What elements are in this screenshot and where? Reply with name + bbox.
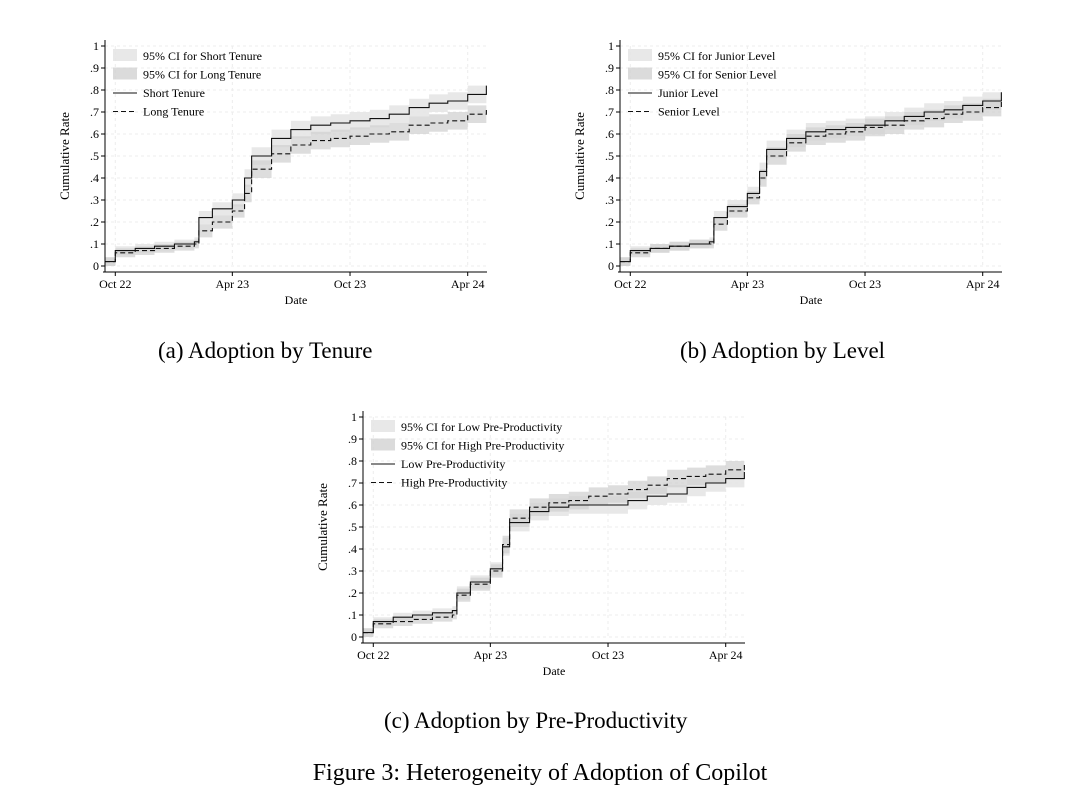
s1-line xyxy=(363,463,745,634)
y-tick-label: .6 xyxy=(348,498,357,512)
legend-label: 95% CI for Senior Level xyxy=(658,68,777,82)
y-tick-label: .7 xyxy=(348,476,357,490)
y-tick-label: .5 xyxy=(348,520,357,534)
chart-panel-preproductivity: 0 .1 .2 .3 .4 .5 .6 .7 .8 .9 1 Oct 22 Apr 23 Oct 23 Ap… xyxy=(313,401,753,691)
legend-swatch-ci-0 xyxy=(113,49,137,61)
x-axis-title: Date xyxy=(543,664,566,678)
y-tick-label: .8 xyxy=(348,454,357,468)
y-tick-label: .7 xyxy=(90,105,99,119)
x-tick-label: Oct 22 xyxy=(357,648,389,662)
legend-label: Short Tenure xyxy=(143,86,205,100)
x-tick-label: Oct 23 xyxy=(334,277,366,291)
y-tick-label: .2 xyxy=(605,215,614,229)
x-tick-label: Apr 24 xyxy=(966,277,1000,291)
x-tick-label: Oct 22 xyxy=(99,277,131,291)
x-tick-label: Apr 23 xyxy=(730,277,764,291)
y-tick-label: .8 xyxy=(90,83,99,97)
x-axis-title: Date xyxy=(285,293,308,307)
y-tick-label: .4 xyxy=(90,171,99,185)
chart-panel-level: 0 .1 .2 .3 .4 .5 .6 .7 .8 .9 1 Oct 22 Apr 23 Oct 23 Ap… xyxy=(570,30,1010,320)
x-tick-label: Apr 24 xyxy=(451,277,485,291)
y-tick-label: 1 xyxy=(93,39,99,53)
s1-ci-band xyxy=(620,92,1002,266)
y-axis-title: Cumulative Rate xyxy=(572,112,587,200)
s1-ci-band xyxy=(105,98,487,266)
s0-line xyxy=(105,85,487,263)
preproductivity-chart-svg: 0 .1 .2 .3 .4 .5 .6 .7 .8 .9 1 Oct 22 Apr 23 Oct 23 Ap… xyxy=(315,410,745,678)
legend-label: 95% CI for Low Pre-Productivity xyxy=(401,420,562,434)
caption-tenure: (a) Adoption by Tenure xyxy=(158,338,373,363)
legend-swatch-ci-0 xyxy=(628,49,652,61)
x-tick-label: Apr 23 xyxy=(473,648,507,662)
legend-label: Low Pre-Productivity xyxy=(401,457,505,471)
y-tick-label: .1 xyxy=(90,237,99,251)
legend-label: Junior Level xyxy=(658,86,719,100)
y-tick-label: .9 xyxy=(90,61,99,75)
legend-label: Senior Level xyxy=(658,105,720,119)
y-tick-label: .5 xyxy=(605,149,614,163)
s1-line xyxy=(105,107,487,263)
y-tick-label: 0 xyxy=(351,630,357,644)
y-tick-label: 0 xyxy=(608,259,614,273)
y-tick-label: .9 xyxy=(348,432,357,446)
legend-swatch-ci-1 xyxy=(113,67,137,80)
x-axis-title: Date xyxy=(800,293,823,307)
y-tick-label: .9 xyxy=(605,61,614,75)
legend-swatch-ci-1 xyxy=(371,438,395,451)
legend-label: 95% CI for Short Tenure xyxy=(143,49,262,63)
figure-caption: Figure 3: Heterogeneity of Adoption of C… xyxy=(312,760,768,786)
y-tick-label: .1 xyxy=(348,608,357,622)
legend-label: Long Tenure xyxy=(143,105,204,119)
legend-swatch-ci-0 xyxy=(371,420,395,432)
caption-level: (b) Adoption by Level xyxy=(680,338,886,363)
y-tick-label: .3 xyxy=(348,564,357,578)
tenure-chart-svg: 0 .1 .2 .3 .4 .5 .6 .7 .8 .9 1 Oct 22 Apr 23 Oct 23 Ap… xyxy=(57,39,487,307)
y-axis-title: Cumulative Rate xyxy=(315,483,330,571)
y-tick-label: .3 xyxy=(605,193,614,207)
legend-label: 95% CI for High Pre-Productivity xyxy=(401,439,564,453)
y-axis-title: Cumulative Rate xyxy=(57,112,72,200)
x-tick-label: Apr 24 xyxy=(709,648,743,662)
s0-ci-band xyxy=(105,76,487,266)
y-tick-label: .1 xyxy=(605,237,614,251)
x-tick-label: Apr 23 xyxy=(215,277,249,291)
level-chart-svg: 0 .1 .2 .3 .4 .5 .6 .7 .8 .9 1 Oct 22 Apr 23 Oct 23 Ap… xyxy=(572,39,1002,307)
x-tick-label: Oct 23 xyxy=(849,277,881,291)
x-tick-label: Oct 22 xyxy=(614,277,646,291)
y-tick-label: .8 xyxy=(605,83,614,97)
y-tick-label: .4 xyxy=(605,171,614,185)
legend-label: High Pre-Productivity xyxy=(401,476,507,490)
legend-swatch-ci-1 xyxy=(628,67,652,80)
s0-line xyxy=(363,472,745,634)
legend-label: 95% CI for Long Tenure xyxy=(143,68,261,82)
y-tick-label: .2 xyxy=(90,215,99,229)
legend-label: 95% CI for Junior Level xyxy=(658,49,776,63)
y-tick-label: .5 xyxy=(90,149,99,163)
y-tick-label: 1 xyxy=(608,39,614,53)
chart-panel-tenure: 0 .1 .2 .3 .4 .5 .6 .7 .8 .9 1 Oct 22 Apr 23 Oct 23 Ap… xyxy=(55,30,495,320)
y-tick-label: 0 xyxy=(93,259,99,273)
y-tick-label: .4 xyxy=(348,542,357,556)
y-tick-label: 1 xyxy=(351,410,357,424)
x-tick-label: Oct 23 xyxy=(592,648,624,662)
s1-ci-band xyxy=(363,454,745,637)
y-tick-label: .7 xyxy=(605,105,614,119)
y-tick-label: .6 xyxy=(90,127,99,141)
y-tick-label: .6 xyxy=(605,127,614,141)
y-tick-label: .3 xyxy=(90,193,99,207)
s0-line xyxy=(620,92,1002,263)
caption-preproductivity: (c) Adoption by Pre-Productivity xyxy=(384,708,688,733)
y-tick-label: .2 xyxy=(348,586,357,600)
